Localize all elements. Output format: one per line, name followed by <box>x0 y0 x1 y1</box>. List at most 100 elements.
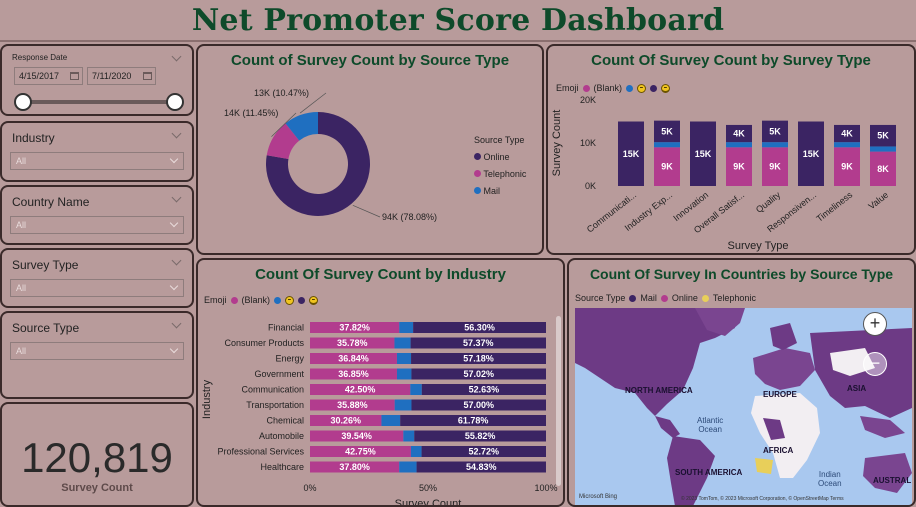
south-america-region <box>667 436 715 505</box>
date-range-slider[interactable] <box>14 93 184 111</box>
australia-region <box>863 453 912 493</box>
zoom-in-button[interactable]: + <box>863 312 887 336</box>
greenland-region <box>695 308 745 336</box>
telephonic-dot <box>701 294 709 302</box>
bar-segment[interactable] <box>396 368 412 380</box>
bar-segment[interactable] <box>411 368 546 380</box>
legend-item-mail[interactable]: Mail <box>474 183 526 200</box>
bar-segment[interactable] <box>834 124 860 143</box>
bar-segment[interactable] <box>403 430 415 442</box>
scrollbar[interactable] <box>556 316 561 486</box>
x-tick-label: 100% <box>534 483 557 493</box>
bar-data-label: 4K <box>733 129 745 139</box>
calendar-icon[interactable] <box>70 72 79 80</box>
southeast-asia-region <box>860 416 905 438</box>
neutral-dot <box>274 296 282 304</box>
zoom-out-button[interactable]: − <box>863 352 887 376</box>
chevron-down-icon[interactable] <box>171 255 182 266</box>
bar-segment[interactable] <box>870 124 896 147</box>
bar-segment[interactable] <box>310 415 382 426</box>
bar-segment[interactable] <box>310 461 400 473</box>
bar-segment[interactable] <box>870 146 896 152</box>
legend-item-telephonic[interactable]: Telephonic <box>474 166 526 183</box>
bar-segment[interactable] <box>834 142 860 148</box>
bar-segment[interactable] <box>416 461 546 473</box>
industry-dropdown[interactable]: All <box>10 152 184 170</box>
south-africa-telephonic <box>755 458 773 474</box>
bar-segment[interactable] <box>410 337 546 349</box>
bar-segment[interactable] <box>399 461 417 473</box>
bar-segment[interactable] <box>310 384 411 395</box>
bar-segment[interactable] <box>726 147 752 186</box>
bar-segment[interactable] <box>411 399 546 411</box>
bar-segment[interactable] <box>400 415 546 426</box>
bar-segment[interactable] <box>310 353 397 364</box>
bar-data-label: 15K <box>695 149 712 159</box>
bar-segment[interactable] <box>394 399 412 411</box>
industry-bar-card: Count Of Survey Count by Industry Emoji … <box>196 258 565 507</box>
bar-segment[interactable] <box>762 147 788 186</box>
chevron-down-icon[interactable] <box>171 192 182 203</box>
bar-data-label: 15K <box>623 149 640 159</box>
bar-segment[interactable] <box>410 446 422 457</box>
bar-segment[interactable] <box>413 322 546 333</box>
donut-slice-telephonic[interactable] <box>266 123 300 159</box>
donut-slice-mail[interactable] <box>285 112 318 141</box>
bar-segment[interactable] <box>310 446 411 457</box>
chevron-down-icon[interactable] <box>171 51 182 62</box>
chevron-down-icon[interactable] <box>171 128 182 139</box>
bar-segment[interactable] <box>399 322 414 333</box>
smiling-face-icon <box>661 83 671 93</box>
bar-segment[interactable] <box>654 142 680 148</box>
map-attribution[interactable]: © 2023 TomTom, © 2023 Microsoft Corporat… <box>681 496 844 502</box>
bar-segment[interactable] <box>421 446 546 457</box>
bar-segment[interactable] <box>762 120 788 143</box>
bar-segment[interactable] <box>762 142 788 148</box>
donut-leader-line <box>299 92 327 114</box>
bar-segment[interactable] <box>726 142 752 148</box>
bar-segment[interactable] <box>310 322 400 333</box>
chevron-down-icon[interactable] <box>171 318 182 329</box>
chevron-down-icon <box>169 344 179 354</box>
bar-segment[interactable] <box>381 415 401 426</box>
map-legend-telephonic: Telephonic <box>712 293 756 303</box>
bar-segment[interactable] <box>798 121 824 187</box>
donut-data-label: 13K (10.47%) <box>254 88 309 98</box>
bar-segment[interactable] <box>310 368 397 380</box>
label-asia: ASIA <box>847 384 867 393</box>
bar-segment[interactable] <box>310 399 395 411</box>
bar-segment[interactable] <box>690 121 716 187</box>
bar-segment[interactable] <box>654 120 680 143</box>
bar-data-label: 57.18% <box>463 354 494 364</box>
source-type-dropdown[interactable]: All <box>10 342 184 360</box>
country-dropdown[interactable]: All <box>10 216 184 234</box>
bar-segment[interactable] <box>654 147 680 186</box>
bar-segment[interactable] <box>394 337 411 349</box>
bar-segment[interactable] <box>618 121 644 187</box>
bar-segment[interactable] <box>421 384 546 395</box>
slider-handle-end[interactable] <box>166 93 184 111</box>
slider-handle-start[interactable] <box>14 93 32 111</box>
world-map[interactable]: NORTH AMERICA EUROPE ASIA AFRICA SOUTH A… <box>575 308 912 505</box>
donut-slice-online[interactable] <box>266 112 370 216</box>
y-tick-label: 10K <box>580 138 596 148</box>
calendar-icon[interactable] <box>143 72 152 80</box>
survey-type-slicer-title: Survey Type <box>12 258 79 272</box>
survey-type-slicer: Survey Type All <box>0 248 194 308</box>
end-date-input[interactable]: 7/11/2020 <box>87 67 156 85</box>
legend-item-online[interactable]: Online <box>474 149 526 166</box>
bar-segment[interactable] <box>411 353 546 364</box>
y-tick-label: Professional Services <box>217 447 304 457</box>
bar-segment[interactable] <box>396 353 412 364</box>
bar-segment[interactable] <box>310 337 395 349</box>
country-dropdown-value: All <box>16 220 27 230</box>
survey-type-dropdown[interactable]: All <box>10 279 184 297</box>
bar-segment[interactable] <box>310 430 404 442</box>
bar-segment[interactable] <box>414 430 546 442</box>
bar-segment[interactable] <box>834 147 860 186</box>
start-date-input[interactable]: 4/15/2017 <box>14 67 83 85</box>
bar-segment[interactable] <box>870 151 896 186</box>
bar-segment[interactable] <box>410 384 422 395</box>
bar-segment[interactable] <box>726 124 752 143</box>
survey-type-chart-title: Count Of Survey Count by Survey Type <box>591 52 871 69</box>
